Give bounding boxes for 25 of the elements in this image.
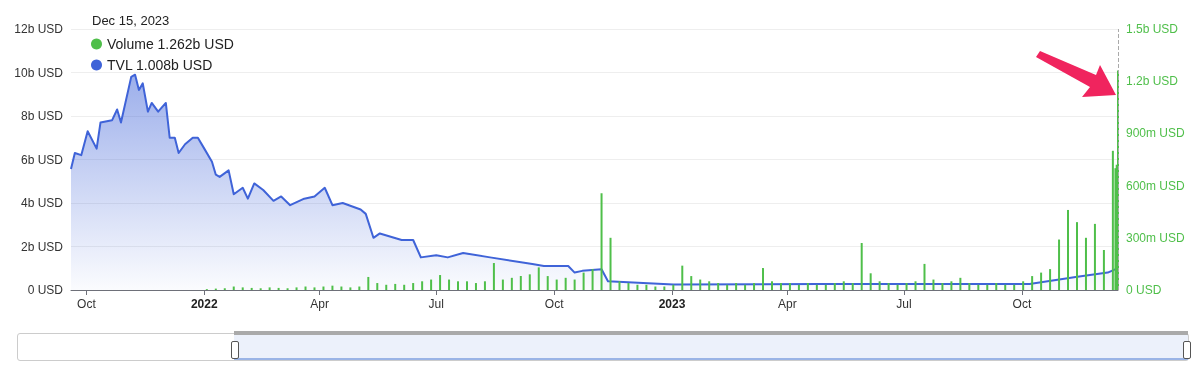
x-tick-label: 2022 — [190, 297, 218, 311]
y-tick-label: 10b USD — [14, 65, 64, 80]
legend-label: Volume 1.262b USD — [107, 36, 234, 52]
x-tick-label: Oct — [544, 297, 565, 311]
x-tick-label: Apr — [310, 297, 329, 311]
x-tick-label: Oct — [77, 297, 97, 311]
y2-tick-label: 600m USD — [1126, 178, 1186, 193]
y-tick-label: 6b USD — [20, 152, 64, 167]
y-tick-label: 12b USD — [14, 22, 64, 36]
y-tick-label: 2b USD — [20, 239, 64, 254]
y2-tick-label: 300m USD — [1126, 230, 1186, 245]
y-tick-label: 0 USD — [27, 283, 64, 297]
y2-tick-label: 0 USD — [1126, 283, 1162, 297]
y2-tick-label: 1.5b USD — [1126, 22, 1179, 36]
y2-tick-label: 1.2b USD — [1126, 74, 1179, 89]
x-tick-label: Jul — [896, 297, 912, 311]
y2-tick-label: 900m USD — [1126, 126, 1186, 141]
x-tick-label: 2023 — [658, 297, 686, 311]
x-tick-label: Oct — [1012, 297, 1032, 311]
x-tick-label: Jul — [428, 297, 444, 311]
y-tick-label: 8b USD — [20, 109, 64, 123]
y-tick-label: 4b USD — [20, 196, 64, 210]
legend-label: TVL 1.008b USD — [107, 57, 213, 73]
text: Dec 15, 2023 — [92, 13, 170, 28]
x-tick-label: Apr — [778, 297, 797, 311]
